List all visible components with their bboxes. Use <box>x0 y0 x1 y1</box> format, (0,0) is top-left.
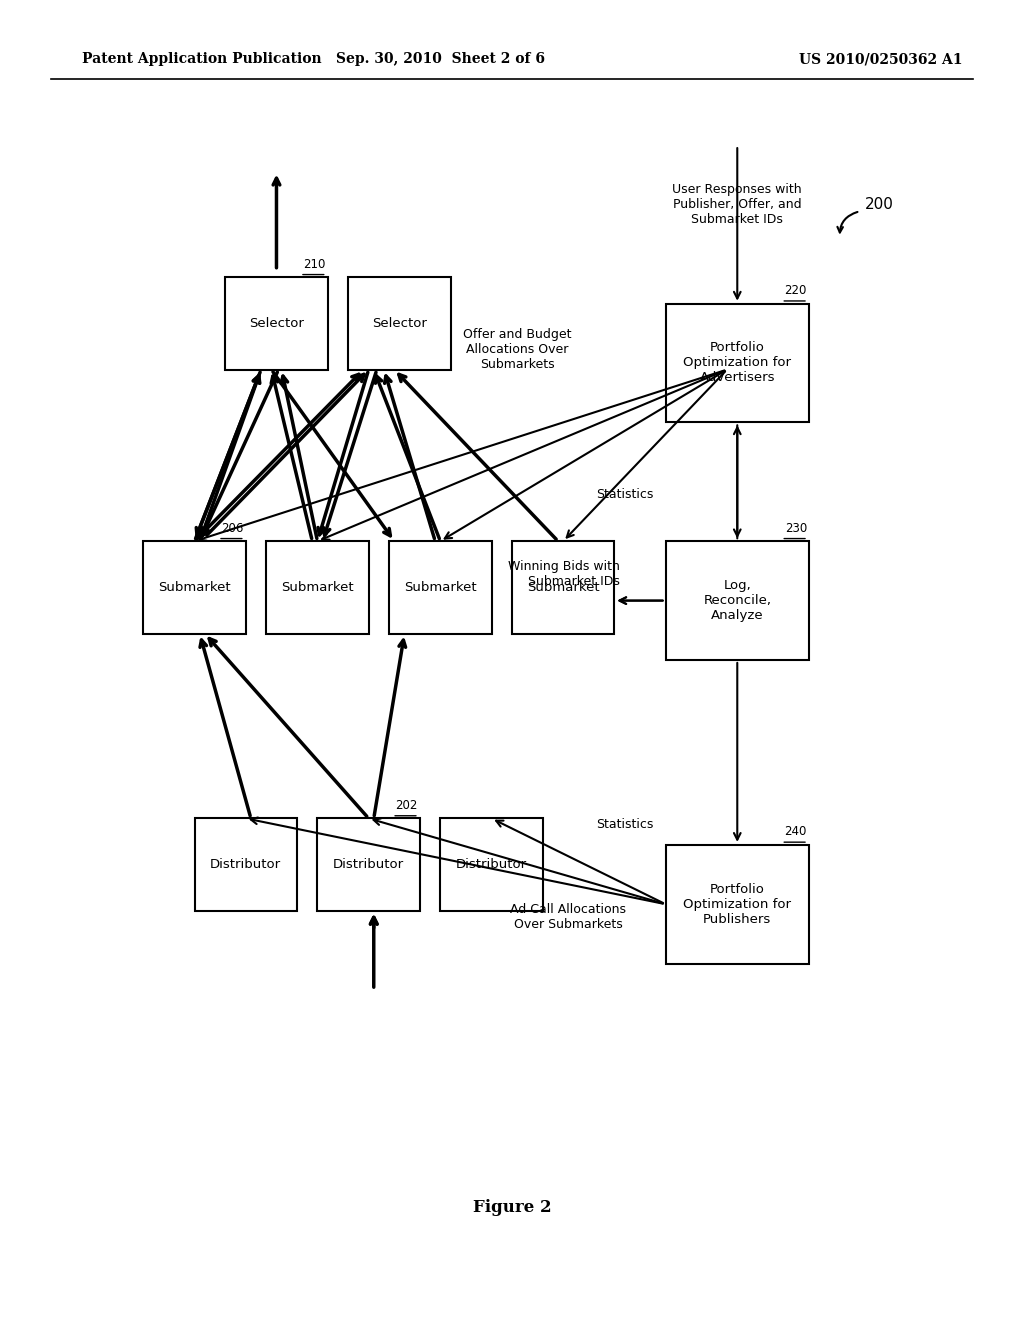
Text: Submarket: Submarket <box>159 581 230 594</box>
Text: 220: 220 <box>784 284 807 297</box>
Text: User Responses with
Publisher, Offer, and
Submarket IDs: User Responses with Publisher, Offer, an… <box>673 183 802 226</box>
Text: Distributor: Distributor <box>333 858 404 871</box>
Text: Submarket: Submarket <box>282 581 353 594</box>
Text: US 2010/0250362 A1: US 2010/0250362 A1 <box>799 53 963 66</box>
Text: 210: 210 <box>303 257 326 271</box>
FancyBboxPatch shape <box>225 277 328 370</box>
Text: Submarket: Submarket <box>527 581 599 594</box>
Text: Statistics: Statistics <box>596 488 653 502</box>
Text: Patent Application Publication: Patent Application Publication <box>82 53 322 66</box>
Text: Offer and Budget
Allocations Over
Submarkets: Offer and Budget Allocations Over Submar… <box>463 329 571 371</box>
Text: Log,
Reconcile,
Analyze: Log, Reconcile, Analyze <box>703 579 771 622</box>
FancyBboxPatch shape <box>440 818 543 911</box>
Text: Sep. 30, 2010  Sheet 2 of 6: Sep. 30, 2010 Sheet 2 of 6 <box>336 53 545 66</box>
Text: Figure 2: Figure 2 <box>473 1200 551 1216</box>
Text: Portfolio
Optimization for
Advertisers: Portfolio Optimization for Advertisers <box>683 342 792 384</box>
FancyBboxPatch shape <box>195 818 297 911</box>
Text: Distributor: Distributor <box>456 858 527 871</box>
Text: Statistics: Statistics <box>596 818 653 832</box>
Text: Selector: Selector <box>249 317 304 330</box>
FancyBboxPatch shape <box>666 541 809 660</box>
FancyBboxPatch shape <box>317 818 420 911</box>
FancyBboxPatch shape <box>266 541 369 634</box>
Text: Selector: Selector <box>372 317 427 330</box>
FancyBboxPatch shape <box>348 277 451 370</box>
Text: 200: 200 <box>865 197 894 213</box>
Text: 202: 202 <box>395 799 418 812</box>
FancyBboxPatch shape <box>666 845 809 964</box>
Text: 230: 230 <box>784 521 807 535</box>
FancyBboxPatch shape <box>666 304 809 422</box>
FancyBboxPatch shape <box>512 541 614 634</box>
FancyBboxPatch shape <box>389 541 492 634</box>
Text: Submarket: Submarket <box>404 581 476 594</box>
Text: 206: 206 <box>221 521 244 535</box>
Text: Portfolio
Optimization for
Publishers: Portfolio Optimization for Publishers <box>683 883 792 925</box>
FancyBboxPatch shape <box>143 541 246 634</box>
Text: Distributor: Distributor <box>210 858 282 871</box>
Text: 240: 240 <box>784 825 807 838</box>
Text: Winning Bids with
Submarket IDs: Winning Bids with Submarket IDs <box>508 560 620 589</box>
Text: Ad Call Allocations
Over Submarkets: Ad Call Allocations Over Submarkets <box>510 903 627 932</box>
